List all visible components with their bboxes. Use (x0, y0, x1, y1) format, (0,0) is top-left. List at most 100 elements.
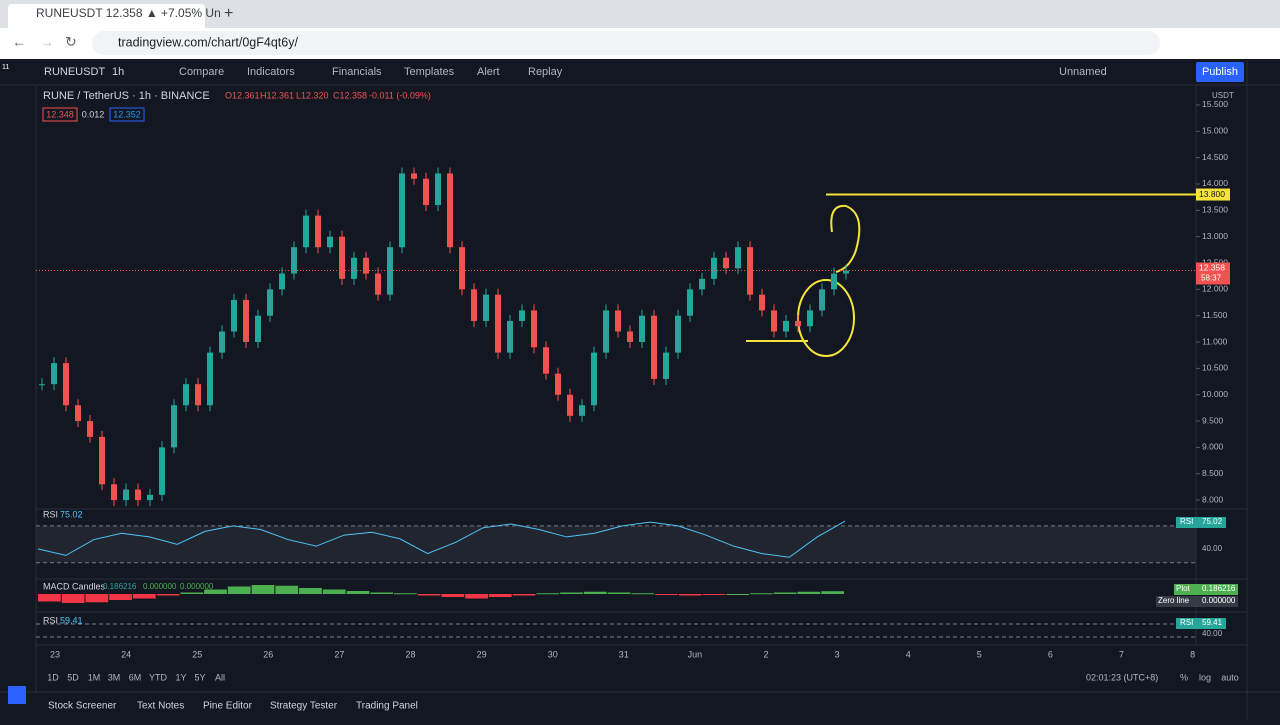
price-tick: 11.500 (1202, 310, 1228, 320)
date-label: Jun (688, 649, 703, 659)
timeframe[interactable]: 1M (88, 672, 101, 682)
bottom-tab[interactable]: Pine Editor (203, 701, 253, 712)
scale-option[interactable]: auto (1221, 672, 1239, 682)
bottom-tab[interactable]: Strategy Tester (270, 701, 338, 712)
candle (171, 405, 177, 448)
macd-v3: 0.000000 (180, 582, 214, 591)
interval[interactable]: 1h (112, 66, 124, 78)
timeframe[interactable]: 5D (67, 672, 79, 682)
date-label: 26 (263, 649, 273, 659)
zero-label: Zero line (1158, 596, 1190, 605)
candle (195, 384, 201, 406)
macd-bar (346, 591, 370, 594)
candle (519, 310, 525, 321)
macd-bar (797, 591, 821, 594)
timeframe[interactable]: 3M (108, 672, 121, 682)
candle (279, 273, 285, 290)
rsi-level-label: 40.00 (1202, 544, 1223, 553)
macd-bar (204, 589, 227, 594)
candle (435, 173, 441, 206)
price-tick: 12.500 (1202, 257, 1228, 267)
rsi-line (37, 520, 846, 558)
timeframe[interactable]: 6M (129, 672, 142, 682)
price-tick: 14.500 (1202, 152, 1228, 162)
price-tick: 15.000 (1202, 126, 1228, 136)
candle (339, 236, 345, 279)
candle (699, 278, 705, 290)
candle (663, 352, 669, 379)
candle (303, 215, 309, 248)
candle (351, 257, 357, 279)
last-price-tag (1196, 262, 1230, 285)
candle (687, 289, 693, 316)
candle (99, 436, 105, 485)
tab[interactable] (8, 4, 205, 28)
toolbar-item[interactable]: Alert (477, 66, 500, 78)
candle (567, 394, 573, 416)
macd-bar (726, 594, 750, 595)
forward[interactable]: → (40, 34, 54, 50)
macd-bar (678, 594, 702, 596)
back[interactable]: ← (12, 34, 26, 50)
macd-v2: 0.000000 (143, 582, 177, 591)
timeframe[interactable]: 1D (47, 672, 59, 682)
candle (447, 173, 453, 248)
symbol[interactable]: RUNEUSDT (44, 66, 105, 78)
candle (219, 331, 225, 353)
toolbar-item[interactable]: Replay (528, 66, 563, 78)
timeframe[interactable]: 1Y (175, 672, 186, 682)
toolbar-item[interactable]: Compare (179, 66, 224, 78)
macd-bar (109, 594, 132, 600)
candle (771, 310, 777, 332)
scale-option[interactable]: % (1180, 672, 1188, 682)
layout-name[interactable]: Unnamed (1059, 66, 1107, 78)
omnibox[interactable] (92, 31, 1160, 55)
price-tick: 11.000 (1202, 336, 1228, 346)
timeframe[interactable]: YTD (149, 672, 168, 682)
zero-value: 0.000000 (1202, 596, 1236, 605)
candle (63, 363, 69, 406)
date-label: 31 (619, 649, 629, 659)
reload[interactable]: ↻ (65, 34, 77, 50)
toolbar-item[interactable]: Financials (332, 66, 382, 78)
macd-bar (156, 594, 180, 596)
timeframe[interactable]: All (215, 672, 225, 682)
candle (375, 273, 381, 295)
candle (411, 173, 417, 179)
toolbar-item[interactable]: Templates (404, 66, 455, 78)
candle (231, 299, 237, 332)
rsi-band (36, 525, 1196, 563)
plot-label: Plot (1176, 584, 1191, 593)
price-tick: 12.000 (1202, 284, 1228, 294)
candle (819, 289, 825, 311)
macd-bar (132, 594, 156, 599)
drawn-circle (797, 279, 855, 357)
rsi-tag (1176, 517, 1226, 528)
candle (711, 257, 717, 279)
toolbar-item[interactable]: Indicators (247, 66, 295, 78)
badge: 11 (2, 64, 9, 71)
ask-box (109, 107, 145, 122)
last-price: 12.358 (1199, 263, 1225, 273)
publish-button[interactable] (1196, 62, 1244, 82)
panel-toggle[interactable] (8, 686, 26, 704)
bottom-tab[interactable]: Stock Screener (48, 701, 117, 712)
alert-tag (1196, 188, 1230, 201)
date-label: 6 (1048, 649, 1053, 659)
rsi-tag-value: 75.02 (1202, 517, 1223, 526)
macd-bar (821, 591, 844, 594)
candle (135, 489, 141, 501)
bottom-tab[interactable]: Trading Panel (356, 701, 418, 712)
new-tab[interactable]: + (224, 5, 233, 22)
scale-option[interactable]: log (1199, 672, 1211, 682)
alert-price: 13.800 (1199, 189, 1225, 199)
macd-bar (251, 585, 275, 594)
price-tick: 10.000 (1202, 389, 1228, 399)
legend-high: H12.361 (260, 90, 294, 100)
tab-title: RUNEUSDT 12.358 ▲ +7.05% Un (36, 6, 221, 20)
bid: 12.348 (46, 109, 74, 119)
bottom-tab[interactable]: Text Notes (137, 701, 184, 712)
rsi-value: 75.02 (60, 509, 83, 519)
timeframe[interactable]: 5Y (194, 672, 205, 682)
macd-bar (631, 593, 655, 595)
